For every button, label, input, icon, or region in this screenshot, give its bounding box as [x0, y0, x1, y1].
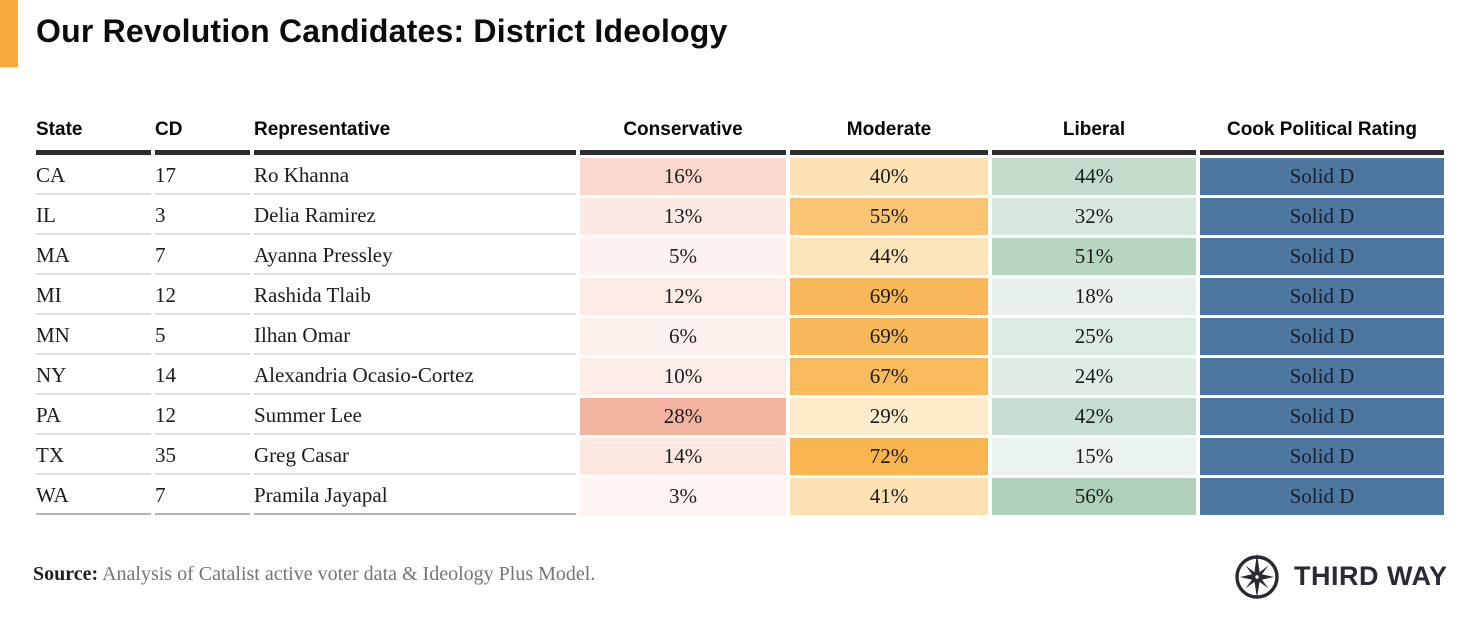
cell-cd: 3: [155, 198, 250, 235]
ideology-table-container: State CD Representative Conservative Mod…: [32, 116, 1448, 518]
cell-cd: 14: [155, 358, 250, 395]
cell-state: WA: [36, 478, 151, 515]
brand-wordmark: THIRD WAY: [1294, 560, 1448, 591]
cell-cd: 17: [155, 158, 250, 195]
cell-liberal: 24%: [992, 358, 1196, 395]
header-cook-rating: Cook Political Rating: [1200, 119, 1444, 155]
cell-representative: Rashida Tlaib: [254, 278, 576, 315]
header-cd: CD: [155, 119, 250, 155]
cell-conservative: 13%: [580, 198, 786, 235]
cell-moderate: 44%: [790, 238, 988, 275]
cell-conservative: 14%: [580, 438, 786, 475]
header-moderate: Moderate: [790, 119, 988, 155]
cell-representative: Ayanna Pressley: [254, 238, 576, 275]
cell-moderate: 41%: [790, 478, 988, 515]
cell-moderate: 55%: [790, 198, 988, 235]
cell-moderate: 72%: [790, 438, 988, 475]
cell-representative: Ro Khanna: [254, 158, 576, 195]
cell-state: TX: [36, 438, 151, 475]
cell-cook-rating: Solid D: [1200, 278, 1444, 315]
header-row: State CD Representative Conservative Mod…: [36, 119, 1444, 155]
source-text: Analysis of Catalist active voter data &…: [98, 563, 596, 585]
cell-state: MI: [36, 278, 151, 315]
cell-cook-rating: Solid D: [1200, 358, 1444, 395]
cell-liberal: 18%: [992, 278, 1196, 315]
cell-state: IL: [36, 198, 151, 235]
cell-conservative: 3%: [580, 478, 786, 515]
cell-conservative: 16%: [580, 158, 786, 195]
cell-cook-rating: Solid D: [1200, 438, 1444, 475]
cell-conservative: 12%: [580, 278, 786, 315]
table-body: CA 17 Ro Khanna 16% 40% 44% Solid D IL 3 Delia Ra…: [36, 158, 1444, 515]
cell-representative: Pramila Jayapal: [254, 478, 576, 515]
cell-cook-rating: Solid D: [1200, 198, 1444, 235]
accent-bar: [0, 0, 18, 67]
cell-cd: 12: [155, 398, 250, 435]
cell-state: CA: [36, 158, 151, 195]
cell-liberal: 32%: [992, 198, 1196, 235]
header-conservative: Conservative: [580, 119, 786, 155]
cell-cd: 5: [155, 318, 250, 355]
cell-conservative: 6%: [580, 318, 786, 355]
cell-conservative: 28%: [580, 398, 786, 435]
cell-moderate: 69%: [790, 278, 988, 315]
header-state: State: [36, 119, 151, 155]
cell-liberal: 25%: [992, 318, 1196, 355]
cell-state: PA: [36, 398, 151, 435]
table-row: IL 3 Delia Ramirez 13% 55% 32% Solid D: [36, 198, 1444, 235]
table-row: TX 35 Greg Casar 14% 72% 15% Solid D: [36, 438, 1444, 475]
table-row: CA 17 Ro Khanna 16% 40% 44% Solid D: [36, 158, 1444, 195]
cell-state: MN: [36, 318, 151, 355]
cell-cook-rating: Solid D: [1200, 478, 1444, 515]
cell-liberal: 51%: [992, 238, 1196, 275]
cell-liberal: 42%: [992, 398, 1196, 435]
cell-conservative: 10%: [580, 358, 786, 395]
source-label: Source:: [33, 563, 99, 585]
table-row: WA 7 Pramila Jayapal 3% 41% 56% Solid D: [36, 478, 1444, 515]
cell-representative: Summer Lee: [254, 398, 576, 435]
header-representative: Representative: [254, 119, 576, 155]
cell-representative: Greg Casar: [254, 438, 576, 475]
cell-moderate: 69%: [790, 318, 988, 355]
table-row: MA 7 Ayanna Pressley 5% 44% 51% Solid D: [36, 238, 1444, 275]
cell-moderate: 40%: [790, 158, 988, 195]
table-row: PA 12 Summer Lee 28% 29% 42% Solid D: [36, 398, 1444, 435]
page-title: Our Revolution Candidates: District Ideo…: [36, 13, 728, 49]
cell-cd: 35: [155, 438, 250, 475]
cell-liberal: 44%: [992, 158, 1196, 195]
cell-representative: Ilhan Omar: [254, 318, 576, 355]
cell-representative: Alexandria Ocasio-Cortez: [254, 358, 576, 395]
cell-conservative: 5%: [580, 238, 786, 275]
cell-cd: 12: [155, 278, 250, 315]
cell-moderate: 29%: [790, 398, 988, 435]
cell-cook-rating: Solid D: [1200, 398, 1444, 435]
cell-representative: Delia Ramirez: [254, 198, 576, 235]
header-liberal: Liberal: [992, 119, 1196, 155]
cell-cook-rating: Solid D: [1200, 318, 1444, 355]
cell-state: NY: [36, 358, 151, 395]
table-row: MI 12 Rashida Tlaib 12% 69% 18% Solid D: [36, 278, 1444, 315]
table-row: NY 14 Alexandria Ocasio-Cortez 10% 67% 24% Sol…: [36, 358, 1444, 395]
cell-liberal: 15%: [992, 438, 1196, 475]
cell-moderate: 67%: [790, 358, 988, 395]
third-way-logo: THIRD WAY: [1233, 551, 1448, 601]
source-note: Source: Analysis of Catalist active vote…: [33, 563, 595, 586]
ideology-table: State CD Representative Conservative Mod…: [32, 116, 1448, 518]
table-row: MN 5 Ilhan Omar 6% 69% 25% Solid D: [36, 318, 1444, 355]
cell-liberal: 56%: [992, 478, 1196, 515]
compass-icon: [1235, 553, 1279, 599]
cell-state: MA: [36, 238, 151, 275]
cell-cd: 7: [155, 478, 250, 515]
cell-cook-rating: Solid D: [1200, 238, 1444, 275]
cell-cd: 7: [155, 238, 250, 275]
cell-cook-rating: Solid D: [1200, 158, 1444, 195]
